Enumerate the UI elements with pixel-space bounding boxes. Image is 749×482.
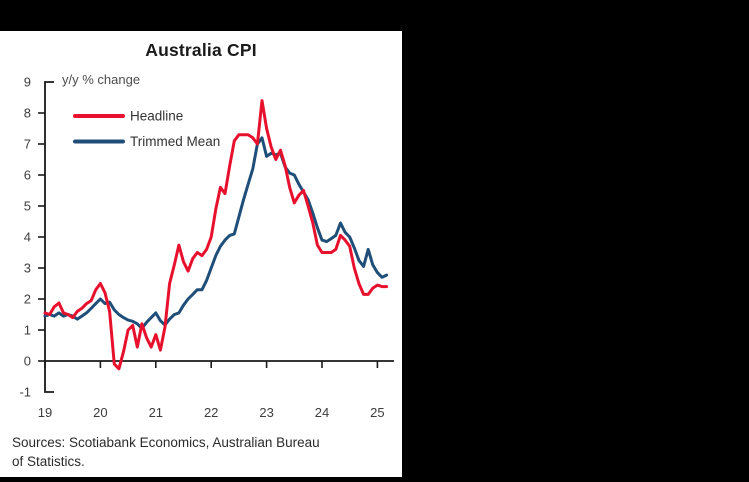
axis-unit-note: y/y % change <box>62 72 140 87</box>
y-tick-label: 2 <box>24 292 31 307</box>
source-note: Sources: Scotiabank Economics, Australia… <box>12 434 394 471</box>
source-line-1: Sources: Scotiabank Economics, Australia… <box>12 435 320 450</box>
series-line-trimmed-mean <box>43 136 389 330</box>
x-tick-label: 25 <box>370 405 384 420</box>
chart-title: Australia CPI <box>145 40 257 60</box>
y-tick-label: -1 <box>19 385 31 400</box>
x-tick-label: 23 <box>259 405 273 420</box>
y-tick-label: 0 <box>24 354 31 369</box>
x-tick-label: 21 <box>149 405 163 420</box>
y-tick-label: 5 <box>24 199 31 214</box>
chart-panel: Australia CPI y/y % change -1 0 1 2 3 4 5 6 7 8 9 19… <box>0 31 402 477</box>
legend-label-headline: Headline <box>130 109 183 124</box>
x-tick-label: 19 <box>38 405 52 420</box>
y-tick-label: 1 <box>24 323 31 338</box>
legend-label-trimmed-mean: Trimmed Mean <box>130 134 220 149</box>
y-tick-label: 7 <box>24 137 31 152</box>
y-tick-label: 4 <box>24 230 31 245</box>
y-tick-label: 3 <box>24 261 31 276</box>
y-tick-label: 9 <box>24 75 31 90</box>
y-tick-label: 8 <box>24 106 31 121</box>
y-tick-label: 6 <box>24 168 31 183</box>
x-tick-label: 24 <box>315 405 329 420</box>
y-axis-line <box>44 81 54 393</box>
source-line-2: of Statistics. <box>12 453 85 469</box>
x-tick-label: 22 <box>204 405 218 420</box>
x-tick-label: 20 <box>93 405 107 420</box>
series-line-headline <box>43 99 389 371</box>
